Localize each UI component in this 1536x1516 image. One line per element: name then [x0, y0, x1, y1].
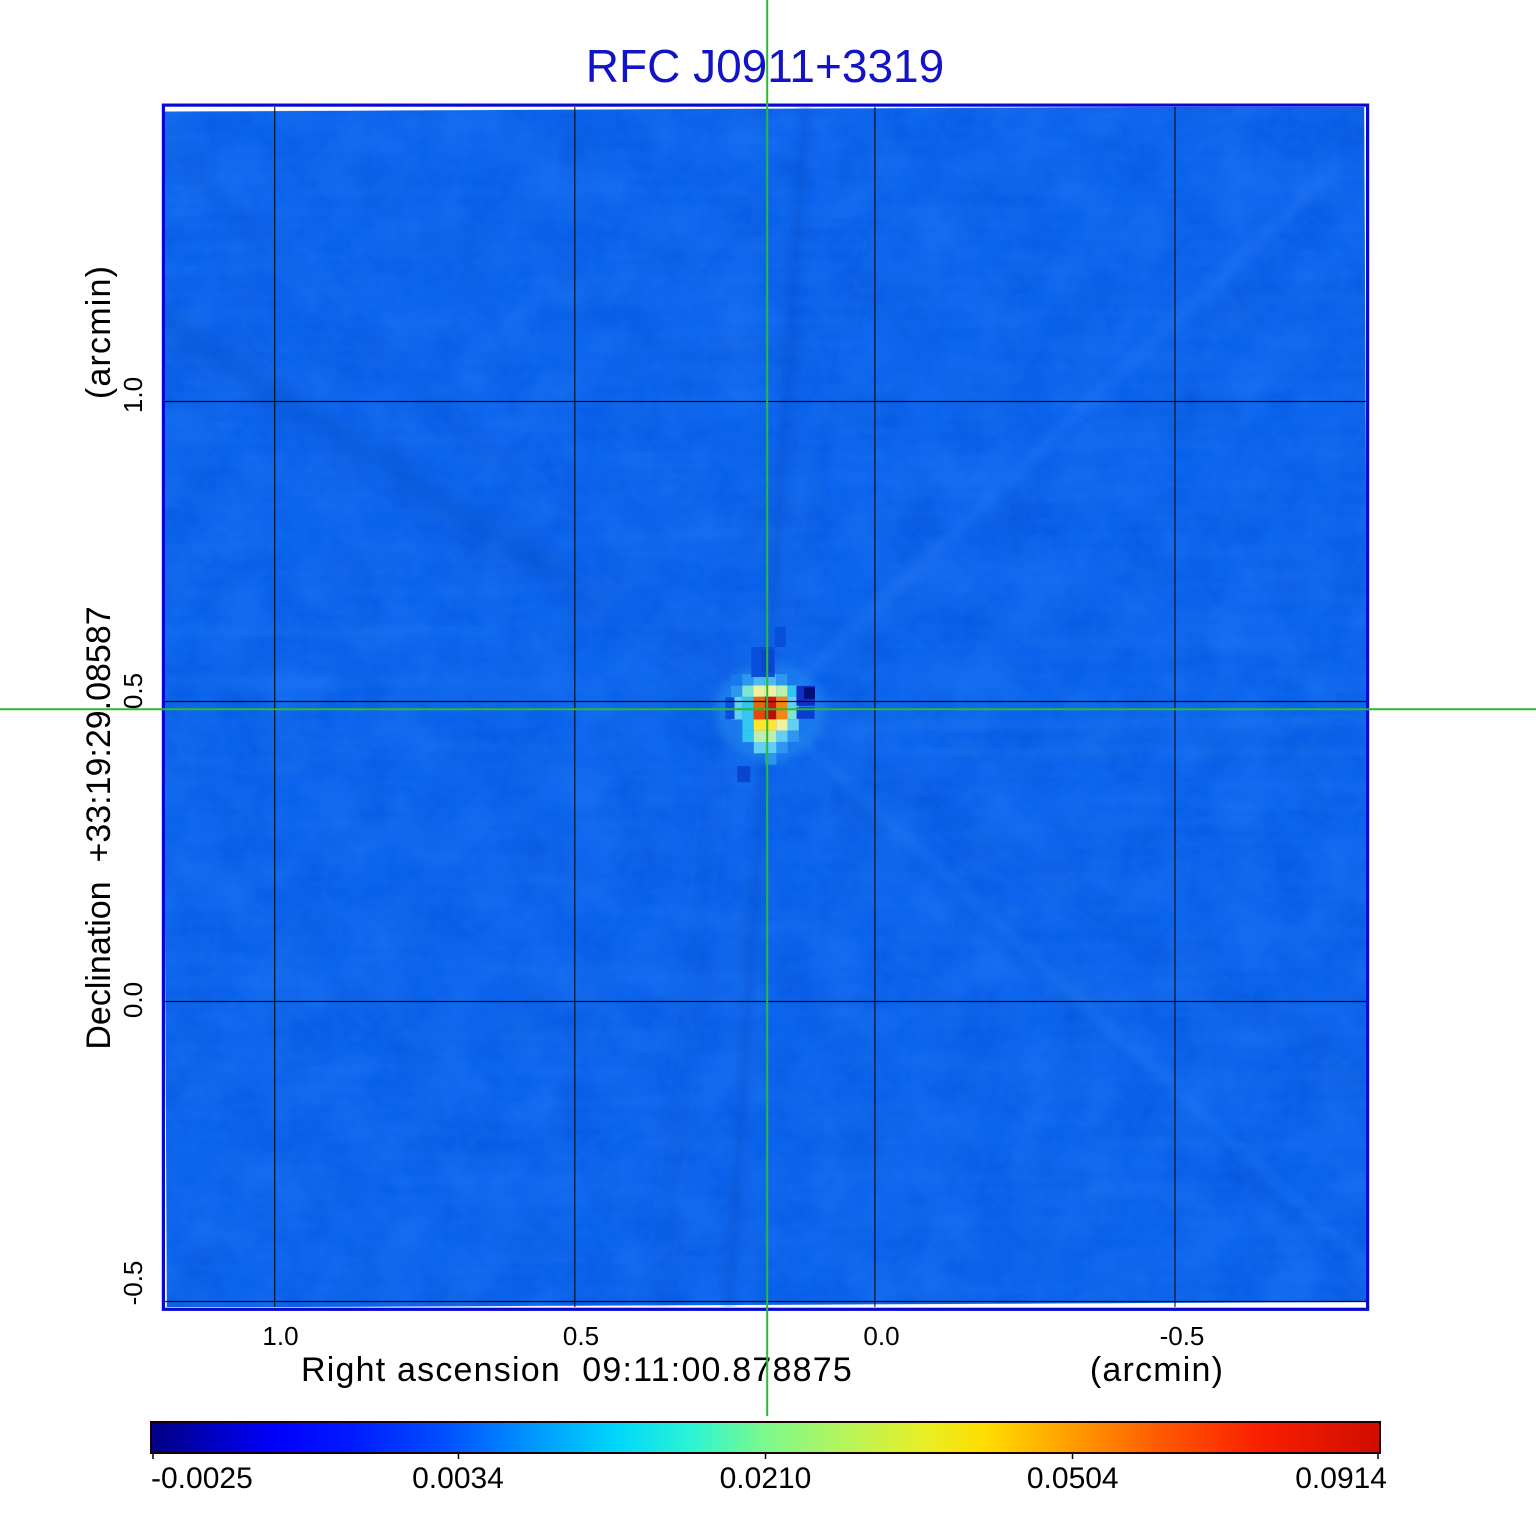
svg-text:(arcmin): (arcmin): [1090, 1351, 1224, 1389]
svg-text:0.0504: 0.0504: [1027, 1462, 1119, 1495]
svg-text:0.0210: 0.0210: [720, 1462, 812, 1495]
svg-text:0.5: 0.5: [563, 1321, 599, 1351]
svg-text:(arcmin): (arcmin): [80, 265, 118, 399]
svg-text:0.0034: 0.0034: [412, 1462, 504, 1495]
svg-text:RFC J0911+3319: RFC J0911+3319: [586, 40, 944, 92]
svg-text:-0.5: -0.5: [118, 1261, 148, 1306]
svg-text:0.5: 0.5: [118, 673, 148, 709]
svg-text:1.0: 1.0: [262, 1321, 298, 1351]
svg-text:1.0: 1.0: [118, 377, 148, 413]
svg-text:-0.5: -0.5: [1160, 1321, 1205, 1351]
svg-text:0.0: 0.0: [863, 1321, 899, 1351]
svg-text:Right ascension 09:11:00.8788: Right ascension 09:11:00.878875: [301, 1351, 853, 1389]
svg-text:0.0914: 0.0914: [1295, 1462, 1387, 1495]
svg-text:0.0: 0.0: [118, 982, 148, 1018]
svg-text:-0.0025: -0.0025: [151, 1462, 253, 1495]
svg-text:Declination +33:19:29.08587: Declination +33:19:29.08587: [80, 606, 118, 1049]
